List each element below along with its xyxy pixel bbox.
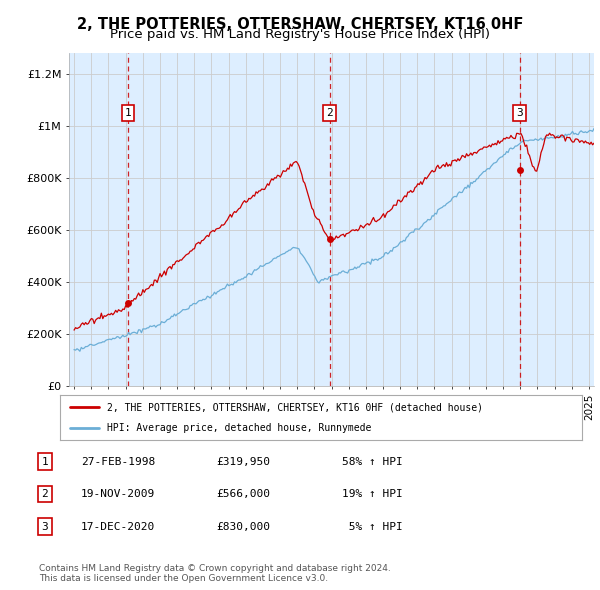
Text: HPI: Average price, detached house, Runnymede: HPI: Average price, detached house, Runn… xyxy=(107,422,371,432)
Text: 19% ↑ HPI: 19% ↑ HPI xyxy=(342,489,403,499)
Text: 5% ↑ HPI: 5% ↑ HPI xyxy=(342,522,403,532)
Text: 19-NOV-2009: 19-NOV-2009 xyxy=(81,489,155,499)
Text: Price paid vs. HM Land Registry's House Price Index (HPI): Price paid vs. HM Land Registry's House … xyxy=(110,28,490,41)
Text: 3: 3 xyxy=(41,522,49,532)
Text: 2, THE POTTERIES, OTTERSHAW, CHERTSEY, KT16 0HF: 2, THE POTTERIES, OTTERSHAW, CHERTSEY, K… xyxy=(77,17,523,31)
Text: 2: 2 xyxy=(326,108,333,118)
Text: Contains HM Land Registry data © Crown copyright and database right 2024.
This d: Contains HM Land Registry data © Crown c… xyxy=(39,563,391,583)
Text: 27-FEB-1998: 27-FEB-1998 xyxy=(81,457,155,467)
Text: 1: 1 xyxy=(125,108,131,118)
Text: 2, THE POTTERIES, OTTERSHAW, CHERTSEY, KT16 0HF (detached house): 2, THE POTTERIES, OTTERSHAW, CHERTSEY, K… xyxy=(107,402,483,412)
Text: £830,000: £830,000 xyxy=(216,522,270,532)
Text: 3: 3 xyxy=(516,108,523,118)
Text: 1: 1 xyxy=(41,457,49,467)
Text: 2: 2 xyxy=(41,489,49,499)
Text: 58% ↑ HPI: 58% ↑ HPI xyxy=(342,457,403,467)
Text: £566,000: £566,000 xyxy=(216,489,270,499)
Text: 17-DEC-2020: 17-DEC-2020 xyxy=(81,522,155,532)
Text: £319,950: £319,950 xyxy=(216,457,270,467)
